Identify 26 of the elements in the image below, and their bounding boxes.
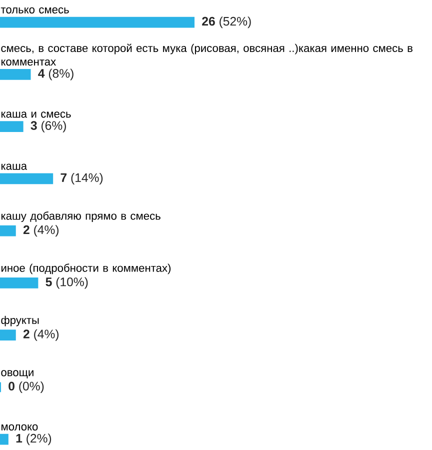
bar [0, 16, 195, 28]
data-label: 2 (4%) [24, 225, 59, 237]
data-label: 7 (14%) [60, 172, 103, 184]
y-tick-label: только смесь [1, 7, 70, 14]
bar [0, 330, 16, 341]
data-label: 2 (4%) [24, 329, 59, 341]
bar [0, 278, 38, 288]
y-tick-label: иное (подробности в комментах) [2, 264, 171, 274]
y-tick-label: смесь, в составе которой есть мука (рисовая, овсяная ..)какая именно смесь в комментах [1, 44, 413, 66]
y-tick-label: каша и смесь [2, 112, 71, 118]
data-label: 0 (0%) [8, 381, 44, 393]
y-tick-label: молоко [2, 424, 38, 430]
bar [0, 69, 31, 80]
bar [0, 121, 24, 132]
bar [0, 225, 16, 236]
data-label: 3 (6%) [30, 120, 66, 132]
data-label: 26 (52%) [202, 16, 251, 28]
data-label: 5 (10%) [46, 277, 88, 289]
data-label: 4 (8%) [38, 68, 74, 80]
bar [0, 173, 54, 184]
y-tick-label: кашу добавляю прямо в смесь [2, 212, 161, 222]
y-tick-label: фрукты [1, 316, 39, 326]
y-tick-label: каша [2, 164, 28, 170]
y-tick-label: овощи [1, 370, 34, 378]
data-label: 1 (2%) [16, 434, 52, 446]
bar [0, 434, 9, 445]
